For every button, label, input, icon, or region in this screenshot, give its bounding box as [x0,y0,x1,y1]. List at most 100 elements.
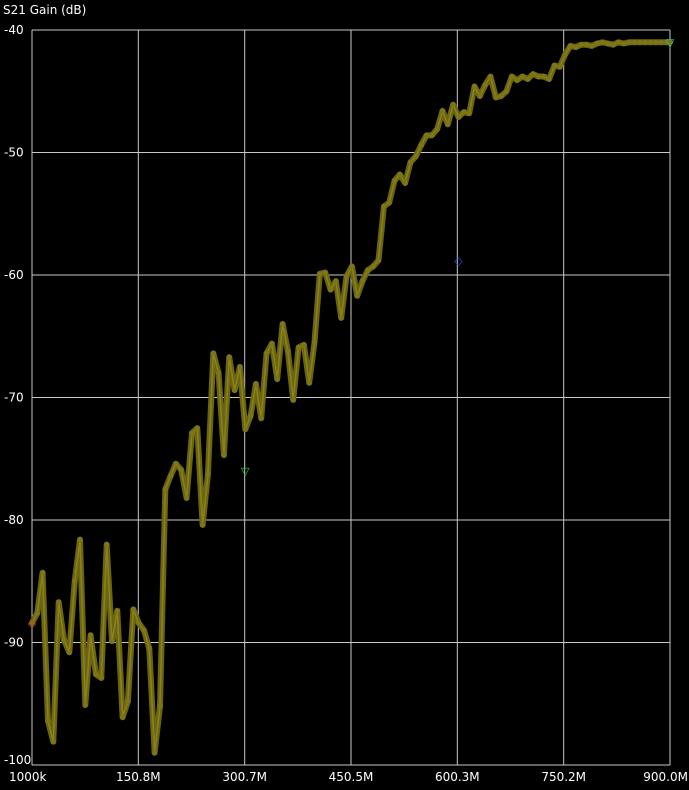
y-tick-label: -40 [4,23,24,37]
x-tick-label: 1000k [9,770,47,784]
data-point [290,397,296,403]
data-point [226,354,232,360]
data-point [525,76,531,82]
data-point [29,620,35,626]
data-point [626,39,632,45]
data-point [72,578,78,584]
data-point [40,570,46,576]
data-point [269,341,275,347]
data-point [104,541,110,548]
data-point [168,473,174,479]
data-point [653,39,659,45]
data-point [450,102,456,108]
data-point [663,39,670,45]
data-point [311,339,318,345]
data-point [354,293,360,299]
data-point [573,44,579,50]
x-tick-label: 750.2M [541,770,586,784]
data-point [589,43,595,49]
x-tick-label: 450.5M [329,770,374,784]
data-point [610,42,616,48]
marker-layer: ◇ ▽ ◇ ▽ [28,36,675,630]
data-point [296,344,302,350]
data-point [109,638,115,644]
data-point [631,39,638,45]
data-point [242,426,248,432]
data-point [434,126,440,132]
trace-marker[interactable]: ◇ [454,254,463,267]
trace-marker[interactable]: ▽ [241,465,250,478]
data-point [125,698,131,704]
data-point [365,267,371,273]
data-point [498,93,504,99]
data-point [605,40,611,47]
data-point [535,73,542,80]
data-point [557,64,563,70]
chart-title: S21 Gain (dB) [3,3,86,17]
data-point [519,73,526,80]
data-point [200,522,206,528]
data-point [551,62,558,69]
data-point [173,461,179,467]
x-tick-label: 900.0M [643,770,688,784]
data-point [82,702,88,708]
data-point [343,273,350,279]
data-point [152,750,158,756]
data-point [258,415,264,421]
data-point [530,71,536,77]
data-point [413,153,419,159]
data-point [232,387,238,393]
data-point [477,93,483,99]
data-point [402,180,408,186]
x-tick-label: 300.7M [222,770,267,784]
data-point [157,703,163,709]
data-point [658,39,664,45]
data-point [439,108,446,114]
data-point [146,646,152,652]
tick-labels: -40 -50 -60 -70 -80 -90 -100 1000k 150.8M 300.7M 4… [4,23,688,784]
data-point [280,321,286,327]
data-point [509,73,515,80]
data-point [317,271,323,277]
data-point [34,610,40,616]
data-point [306,380,312,386]
data-point [503,88,510,94]
data-point [599,39,606,45]
data-point [562,51,568,58]
data-point [621,40,627,47]
data-point [487,73,494,80]
data-point [98,675,104,681]
y-tick-label: -100 [4,753,31,767]
data-point [429,132,435,138]
data-point [333,278,339,284]
data-point [221,452,227,458]
data-point [647,39,654,45]
data-point [375,257,382,263]
data-point [130,606,136,613]
trace-marker[interactable]: ▽ [666,36,675,49]
data-point [216,370,222,376]
data-point [391,178,398,184]
data-point [285,348,291,354]
data-point [471,83,478,89]
y-tick-label: -80 [4,513,24,527]
data-point [114,608,120,614]
data-point [386,200,392,206]
data-point [578,42,584,48]
data-point [237,364,243,370]
data-point [667,39,673,45]
data-point [482,82,488,88]
data-point [461,109,467,115]
trace-marker[interactable]: ◇ [28,617,37,630]
data-point [397,171,403,178]
data-point [205,472,211,478]
data-point [274,376,280,382]
data-point [184,495,190,501]
data-point [93,671,99,677]
data-point [50,739,56,745]
data-point [615,39,622,45]
data-point [248,413,254,419]
